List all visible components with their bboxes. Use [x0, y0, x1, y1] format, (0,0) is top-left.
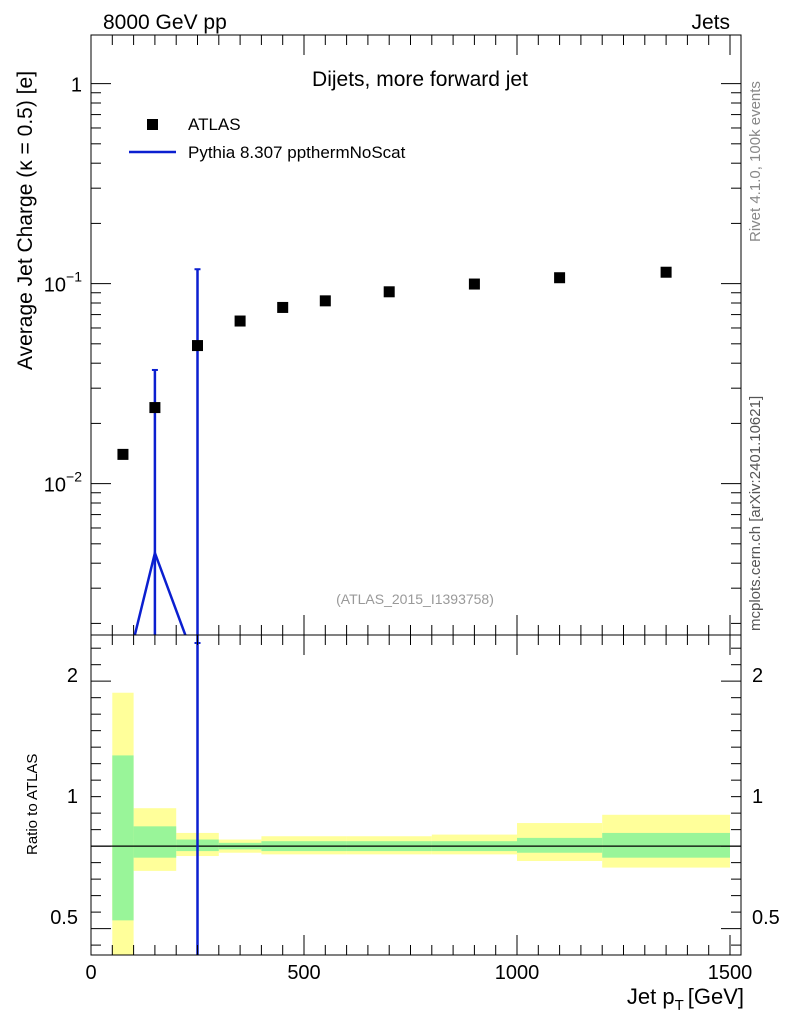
main-plot-area [117, 266, 672, 635]
ratio-panel: Ratio to ATLAS 2 1 0.5 2 1 0.5 0 500 100… [24, 634, 780, 1014]
xtick-label-500: 500 [287, 962, 320, 984]
xtick-label-1000: 1000 [495, 962, 540, 984]
main-clip-group [117, 266, 672, 635]
ratio-band-inner [517, 837, 603, 853]
main-ytick-label-exp: −2 [66, 469, 82, 485]
legend-atlas-marker [147, 119, 158, 130]
main-panel: Dijets, more forward jet (ATLAS_2015_I13… [14, 34, 742, 636]
legend-atlas-label: ATLAS [188, 115, 241, 134]
main-ytick-label: 10−2 [44, 469, 82, 497]
main-ytick-label-base: 1 [71, 75, 82, 97]
legend-pythia-label: Pythia 8.307 ppthermNoScat [188, 143, 406, 162]
ratio-ytick-label-left-2: 2 [67, 665, 78, 687]
main-title: Dijets, more forward jet [312, 68, 528, 91]
x-axis-label-sub: T [675, 997, 684, 1014]
main-ytick-label-base: 10 [44, 475, 66, 497]
main-ylabel: Average Jet Charge (κ = 0.5) [e] [14, 71, 37, 370]
atlas-point [383, 286, 395, 298]
ratio-clip-group [91, 635, 741, 955]
atlas-point [468, 278, 480, 290]
mcplots-label: mcplots.cern.ch [arXiv:2401.10621] [747, 396, 764, 631]
ratio-frame [90, 634, 742, 956]
main-ytick-label-exp: −1 [66, 269, 82, 285]
ratio-ticks [90, 635, 741, 955]
ratio-plot-area [91, 635, 741, 955]
atlas-point [117, 448, 129, 460]
ratio-band-inner [112, 755, 134, 921]
atlas-point [319, 295, 331, 307]
legend: ATLAS Pythia 8.307 ppthermNoScat [129, 115, 406, 162]
ratio-band-inner [602, 832, 730, 858]
ratio-ytick-label-right-1: 1 [752, 786, 763, 808]
ratio-ylabel: Ratio to ATLAS [24, 754, 41, 855]
main-ytick-label: 1 [71, 75, 82, 97]
analysis-label: (ATLAS_2015_I1393758) [336, 591, 494, 607]
x-axis-label-main: Jet p [627, 984, 675, 1009]
x-axis-label: Jet pT [GeV] [627, 984, 744, 1014]
ratio-ytick-label-left-1: 1 [67, 786, 78, 808]
ratio-ytick-label-right-0: 0.5 [752, 907, 780, 929]
rivet-label: Rivet 4.1.0, 100k events [747, 81, 764, 242]
pythia-line [133, 548, 187, 635]
atlas-point [234, 315, 246, 327]
ratio-ytick-label-left-0: 0.5 [50, 907, 78, 929]
x-axis-label-unit: [GeV] [688, 984, 744, 1009]
atlas-point [660, 266, 672, 278]
header-right: Jets [691, 11, 730, 34]
xtick-label-0: 0 [85, 962, 96, 984]
atlas-point [277, 301, 289, 313]
main-ytick-labels: 10−210−11 [44, 75, 82, 497]
main-ytick-label: 10−1 [44, 269, 82, 297]
atlas-point [192, 340, 203, 352]
ratio-ytick-label-right-2: 2 [752, 665, 763, 687]
xtick-label-1500: 1500 [708, 962, 753, 984]
atlas-point [149, 402, 161, 414]
atlas-point [554, 272, 566, 284]
main-ytick-label-base: 10 [44, 275, 66, 297]
ratio-band-inner [133, 826, 177, 858]
header-left: 8000 GeV pp [103, 11, 227, 34]
